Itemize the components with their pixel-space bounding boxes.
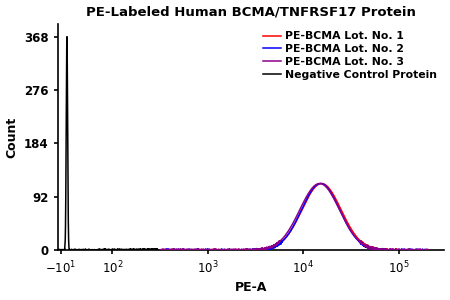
PE-BCMA Lot. No. 2 <box>272 245 277 248</box>
PE-BCMA Lot. No. 1 <box>420 248 425 252</box>
Line: Negative Control Protein: Negative Control Protein <box>58 37 158 250</box>
PE-BCMA Lot. No. 3 <box>204 248 209 252</box>
PE-BCMA Lot. No. 1 <box>158 248 163 252</box>
PE-BCMA Lot. No. 3 <box>260 248 265 251</box>
PE-BCMA Lot. No. 1 <box>188 248 194 252</box>
PE-BCMA Lot. No. 3 <box>272 244 277 248</box>
PE-BCMA Lot. No. 1 <box>260 247 265 251</box>
Negative Control Protein <box>77 248 82 252</box>
PE-BCMA Lot. No. 3 <box>317 182 322 185</box>
Negative Control Protein <box>147 248 153 252</box>
Negative Control Protein <box>64 35 70 38</box>
PE-BCMA Lot. No. 3 <box>420 248 425 252</box>
Negative Control Protein <box>132 248 138 252</box>
Negative Control Protein <box>142 248 148 252</box>
PE-BCMA Lot. No. 1 <box>319 182 324 185</box>
PE-BCMA Lot. No. 2 <box>204 248 209 252</box>
PE-BCMA Lot. No. 3 <box>425 248 430 251</box>
PE-BCMA Lot. No. 2 <box>420 248 425 252</box>
Line: PE-BCMA Lot. No. 3: PE-BCMA Lot. No. 3 <box>160 184 428 250</box>
PE-BCMA Lot. No. 3 <box>391 248 396 252</box>
PE-BCMA Lot. No. 1 <box>425 248 430 252</box>
Title: PE-Labeled Human BCMA/TNFRSF17 Protein: PE-Labeled Human BCMA/TNFRSF17 Protein <box>86 6 416 19</box>
Line: PE-BCMA Lot. No. 2: PE-BCMA Lot. No. 2 <box>160 184 428 250</box>
PE-BCMA Lot. No. 2 <box>260 248 265 251</box>
Negative Control Protein <box>111 248 117 252</box>
Y-axis label: Count: Count <box>5 116 18 158</box>
Negative Control Protein <box>147 248 152 252</box>
PE-BCMA Lot. No. 2 <box>425 248 430 252</box>
Negative Control Protein <box>155 248 161 252</box>
PE-BCMA Lot. No. 2 <box>188 248 194 252</box>
Legend: PE-BCMA Lot. No. 1, PE-BCMA Lot. No. 2, PE-BCMA Lot. No. 3, Negative Control Pro: PE-BCMA Lot. No. 1, PE-BCMA Lot. No. 2, … <box>261 29 439 82</box>
PE-BCMA Lot. No. 3 <box>158 248 163 252</box>
Negative Control Protein <box>55 248 60 251</box>
Negative Control Protein <box>136 248 142 252</box>
PE-BCMA Lot. No. 2 <box>158 248 163 252</box>
X-axis label: PE-A: PE-A <box>235 281 267 294</box>
PE-BCMA Lot. No. 1 <box>158 248 163 252</box>
Line: PE-BCMA Lot. No. 1: PE-BCMA Lot. No. 1 <box>160 184 428 250</box>
PE-BCMA Lot. No. 1 <box>391 248 396 252</box>
PE-BCMA Lot. No. 2 <box>391 248 396 252</box>
PE-BCMA Lot. No. 3 <box>188 248 194 252</box>
PE-BCMA Lot. No. 2 <box>318 182 323 185</box>
PE-BCMA Lot. No. 1 <box>204 248 209 252</box>
PE-BCMA Lot. No. 1 <box>272 245 277 249</box>
